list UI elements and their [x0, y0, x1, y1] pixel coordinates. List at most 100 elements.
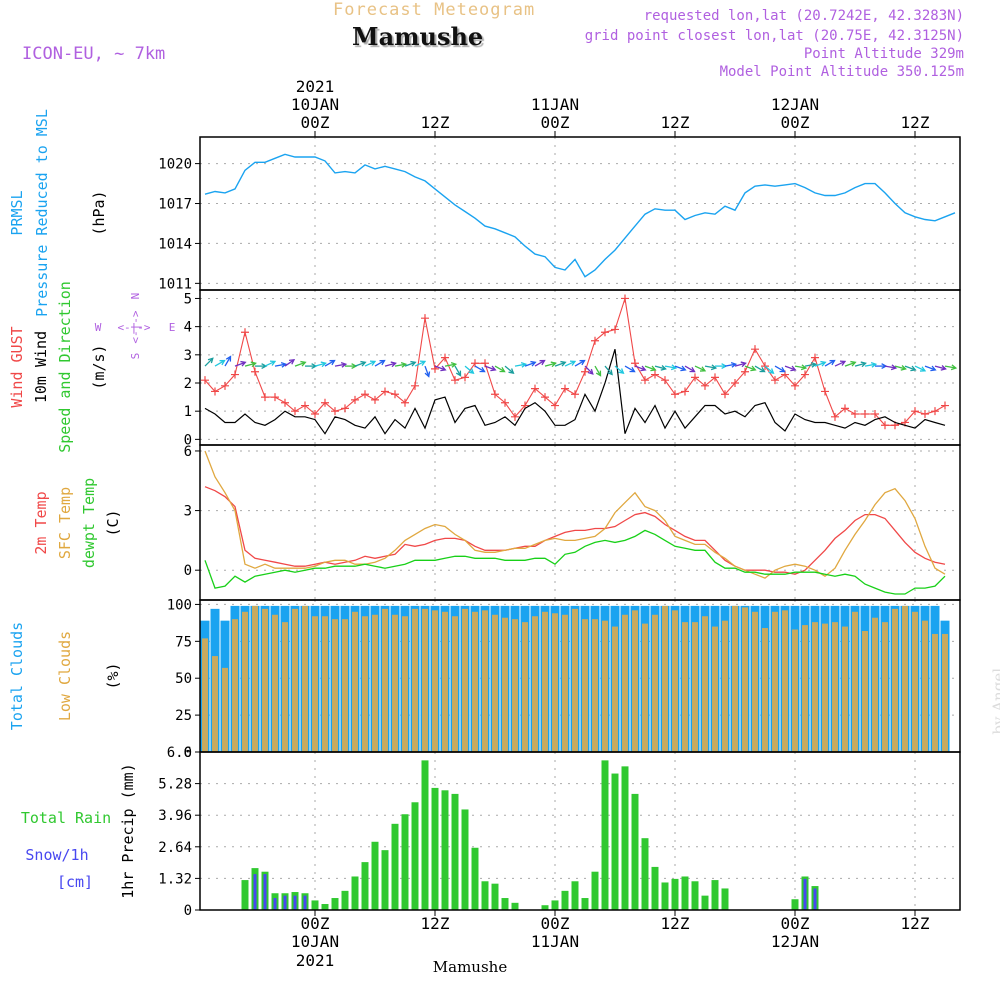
wind-arrow-head [820, 360, 827, 367]
wind-arrow-head [579, 359, 586, 366]
y-tick-label: 75 [175, 634, 192, 650]
wind-direction-arrow [664, 364, 678, 371]
compass-north: N [129, 293, 142, 300]
wind-direction-arrow [924, 365, 937, 372]
low-cloud-bar [822, 623, 828, 752]
low-cloud-bar [312, 616, 318, 752]
wind-arrow-shaft [354, 361, 366, 367]
wind-direction-arrow [444, 361, 458, 368]
wind-arrow-shaft [634, 365, 646, 371]
rain-bar [351, 876, 359, 910]
wind-direction-arrow [734, 361, 747, 368]
wind-arrow-head [587, 368, 594, 375]
wind-direction-arrow [864, 361, 878, 368]
wind-arrow-shaft [924, 365, 936, 371]
wind-arrow-shaft [474, 365, 485, 373]
wind-arrow-shaft [914, 365, 926, 372]
wind-gust-marker [641, 376, 649, 385]
wind-arrow-head [890, 364, 898, 371]
wind-direction-arrow [624, 365, 636, 373]
wind-direction-arrow [594, 365, 602, 377]
wind-direction-arrow [544, 361, 557, 368]
wind-direction-arrow [414, 360, 427, 367]
wind-gust-marker [661, 376, 669, 385]
x-tick-label-top: 00Z [781, 113, 810, 132]
wind-arrow-head [288, 359, 296, 365]
wind-gust-marker [621, 294, 629, 303]
low-cloud-bar [272, 614, 278, 752]
low-cloud-bar [552, 613, 558, 752]
wind-direction-arrow [324, 359, 336, 367]
rain-bar [601, 760, 609, 910]
wind-direction-arrow [944, 364, 958, 371]
wind-direction-arrow [654, 365, 667, 371]
rain-bar [591, 871, 599, 910]
wind-direction-arrow [894, 365, 907, 371]
wind-speed-line [204, 349, 946, 435]
wind-arrow-shaft [414, 360, 426, 367]
wind-gust-marker [471, 359, 479, 368]
low-cloud-bar [452, 616, 458, 752]
rain-bar [471, 847, 479, 910]
wind-direction-arrow [255, 363, 268, 370]
wind-arrow-head [379, 359, 386, 366]
rain-bar [451, 793, 459, 910]
rain-bar [541, 905, 549, 910]
x-date-label-top: 11JAN [531, 95, 579, 114]
wind-direction-arrow [214, 359, 226, 367]
low-cloud-bar [402, 616, 408, 752]
wind-arrow-shaft [844, 361, 856, 367]
low-cloud-bar [932, 633, 938, 752]
x-tick-label-bottom: 00Z [301, 914, 330, 933]
compass-ns-axis: <-|-> [129, 310, 142, 343]
low-cloud-bar [742, 607, 748, 752]
wind-gust-marker [791, 381, 799, 390]
wind-gust-marker [601, 328, 609, 337]
temp-dewpoint-line [204, 529, 946, 595]
wind-gust-marker [221, 381, 229, 390]
y-tick-label: 25 [175, 708, 192, 724]
wind-arrow-shaft [774, 365, 785, 373]
x-date-label-bottom: 11JAN [531, 932, 579, 951]
wind-arrow-head [424, 371, 431, 378]
y-tick-label: 3 [184, 348, 192, 364]
wind-arrow-head [940, 365, 947, 371]
wind-gust-marker [861, 410, 869, 418]
rain-bar [441, 790, 449, 910]
temp-2m-line [204, 486, 946, 575]
rain-bar [721, 888, 729, 910]
grid-point-coords: grid point closest lon,lat (20.75E, 42.3… [584, 28, 964, 44]
wind-gust-marker [561, 384, 569, 393]
label-precip-unit: 1hr Precip (mm) [119, 763, 137, 898]
wind-direction-arrow [774, 365, 786, 373]
low-cloud-bar [522, 622, 528, 752]
wind-arrow-head [650, 365, 657, 372]
wind-arrow-head [369, 360, 377, 366]
wind-arrow-shaft [524, 361, 536, 367]
wind-arrow-head [225, 355, 232, 362]
low-cloud-bar [492, 614, 498, 752]
low-cloud-bar [732, 605, 738, 752]
wind-arrow-head [250, 361, 257, 368]
x-date-label-bottom: 10JAN [291, 932, 339, 951]
wind-direction-arrow [464, 365, 475, 375]
wind-gust-marker [371, 395, 379, 404]
x-date-label-top: 10JAN [291, 95, 339, 114]
wind-arrow-head [759, 366, 766, 373]
y-tick-label: 50 [175, 671, 192, 687]
wind-arrow-shaft [224, 356, 232, 367]
snow-bar [303, 895, 307, 910]
snow-bar [293, 895, 297, 910]
low-cloud-bar [362, 616, 368, 752]
wind-direction-arrow [494, 365, 506, 373]
wind-arrow-shaft [494, 365, 505, 373]
low-cloud-bar [922, 620, 928, 752]
x-tick-label-top: 00Z [301, 113, 330, 132]
wind-arrow-head [450, 361, 458, 368]
rain-bar [611, 773, 619, 910]
y-tick-label: 0 [184, 903, 192, 919]
snow-bar [273, 898, 277, 910]
wind-arrow-shaft [294, 361, 306, 367]
wind-gust-marker [681, 387, 689, 396]
wind-arrow-shaft [554, 361, 566, 367]
